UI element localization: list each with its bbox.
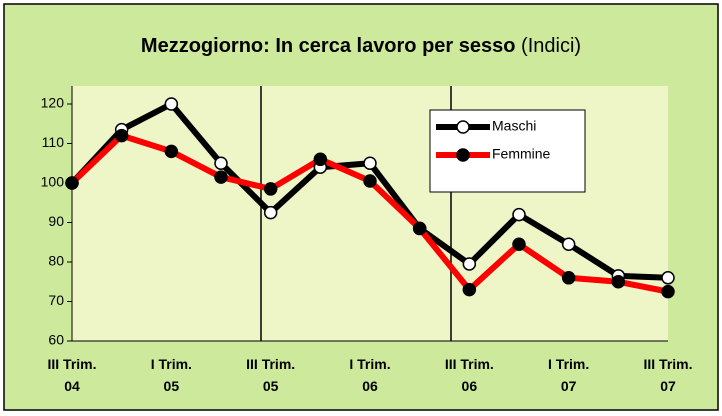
legend-label: Femmine bbox=[492, 146, 551, 162]
data-point bbox=[65, 176, 79, 190]
data-point bbox=[214, 170, 228, 184]
data-point bbox=[512, 207, 526, 222]
x-tick-label: III Trim. 06 bbox=[444, 356, 494, 394]
x-tick-label: I Trim. 05 bbox=[150, 356, 192, 394]
data-point bbox=[214, 156, 228, 170]
data-point bbox=[412, 221, 427, 236]
data-point bbox=[114, 128, 129, 143]
y-tick-label: 80 bbox=[48, 253, 64, 269]
y-tick-label: 70 bbox=[48, 292, 64, 308]
data-point bbox=[611, 275, 626, 289]
data-point bbox=[561, 271, 576, 285]
data-point bbox=[462, 282, 477, 297]
data-point bbox=[462, 257, 477, 271]
x-tick-label: III Trim. 07 bbox=[643, 356, 693, 394]
data-point bbox=[561, 237, 576, 251]
data-point bbox=[164, 97, 179, 111]
y-tick-label: 100 bbox=[41, 174, 65, 190]
y-tick-label: 110 bbox=[42, 134, 65, 150]
data-point bbox=[164, 144, 179, 159]
title: Mezzogiorno: In cerca lavoro per sesso bbox=[141, 35, 516, 57]
chart-title: Mezzogiorno: In cerca lavoro per sesso (… bbox=[141, 35, 581, 57]
x-tick-label: III Trim. 04 bbox=[47, 356, 97, 394]
y-tick-label: 120 bbox=[41, 95, 65, 111]
data-point bbox=[263, 205, 278, 220]
data-point bbox=[313, 152, 328, 167]
data-point bbox=[661, 271, 675, 285]
data-point bbox=[512, 237, 526, 251]
legend-label: Maschi bbox=[492, 118, 536, 134]
legend-box bbox=[429, 109, 586, 193]
y-tick-label: 60 bbox=[48, 332, 64, 348]
data-point bbox=[263, 182, 278, 196]
data-point bbox=[363, 156, 377, 170]
x-tick-label: I Trim. 06 bbox=[349, 356, 391, 394]
y-tick-label: 90 bbox=[48, 213, 64, 229]
legend-marker bbox=[456, 120, 470, 134]
subtitle: (Indici) bbox=[521, 35, 581, 57]
data-point bbox=[661, 284, 675, 299]
x-tick-label: I Trim. 07 bbox=[548, 356, 590, 394]
x-tick-label: III Trim. 05 bbox=[246, 356, 296, 394]
data-point bbox=[363, 174, 377, 188]
legend-marker bbox=[456, 148, 470, 162]
